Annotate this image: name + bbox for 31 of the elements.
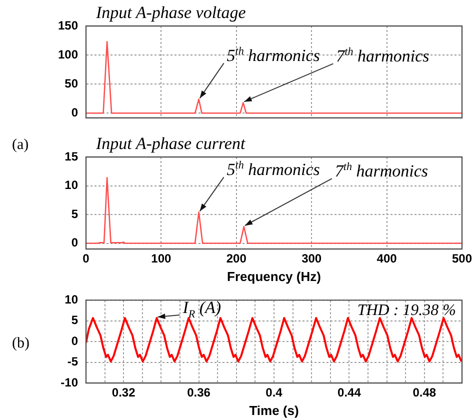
x-tick-label: 0.36: [187, 386, 211, 400]
x-tick-label: 500: [452, 252, 472, 266]
x-axis-title: Frequency (Hz): [227, 268, 321, 284]
x-tick-label: 100: [151, 252, 172, 266]
y-tick-label: 50: [64, 76, 78, 90]
x-tick-label: 0.48: [412, 386, 436, 400]
y-tick-label: 10: [64, 292, 78, 307]
text: (a): [12, 137, 29, 153]
y-tick-label: 0: [71, 334, 78, 348]
x-tick-label: 300: [302, 252, 322, 266]
x-tick-label: 0.32: [112, 386, 136, 400]
y-tick-label: 5: [71, 206, 78, 221]
x-tick-label: 0.44: [338, 386, 362, 400]
y-tick-label: 15: [64, 149, 78, 164]
annotation: THD : 19.38 %: [357, 302, 456, 320]
x-tick-label: 200: [226, 252, 247, 266]
chart-title: Input A-phase current: [95, 134, 246, 153]
chart-title: Input A-phase voltage: [95, 3, 246, 22]
x-tick-label: 400: [376, 252, 398, 266]
y-tick-label: 10: [64, 178, 78, 192]
y-tick-label: 0: [71, 236, 78, 250]
y-tick-label: -5: [67, 354, 78, 369]
y-tick-label: -10: [60, 375, 78, 390]
x-tick-label: 0.4: [266, 386, 283, 400]
x-tick-label: 0: [82, 252, 90, 266]
y-tick-label: 0: [71, 105, 78, 120]
text: (b): [12, 336, 30, 352]
x-axis-title: Time (s): [249, 402, 299, 418]
y-tick-label: 150: [58, 18, 78, 32]
y-tick-label: 5: [71, 313, 78, 328]
y-tick-label: 100: [58, 47, 78, 62]
